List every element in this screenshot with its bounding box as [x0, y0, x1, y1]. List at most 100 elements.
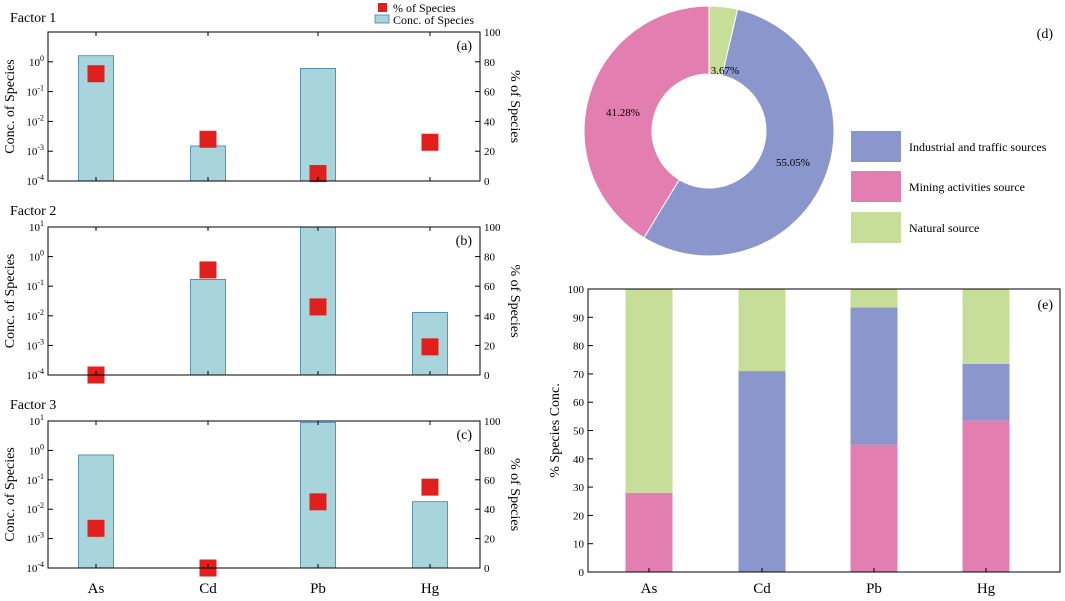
- legend-label-percent: % of Species: [393, 1, 456, 15]
- y-tick-label: 100: [568, 284, 585, 296]
- stacked-bar-Hg-2: [962, 289, 1010, 364]
- y-axis-label: Conc. of Species: [3, 59, 18, 153]
- stacked-bar-Hg-0: [962, 420, 1010, 572]
- percent-marker-As: [87, 519, 105, 537]
- y-tick-label: 70: [573, 369, 585, 381]
- y2-tick-label: 40: [484, 116, 496, 128]
- y-tick-label: 10-3: [26, 143, 44, 158]
- donut-slice-1: [583, 5, 710, 239]
- donut-label-mining: 41.28%: [606, 107, 640, 119]
- y-axis-label: % Species Conc.: [548, 383, 563, 477]
- factor-panel-a: 0 20 40 60 80 100 Conc. of Species % of Species…: [3, 11, 522, 188]
- stacked-bar-Cd-2: [738, 289, 786, 372]
- y-tick-label: 30: [573, 482, 585, 494]
- legend-label-1: Mining activities source: [909, 180, 1025, 194]
- legend-marker-conc: [374, 14, 390, 24]
- percent-marker-As: [87, 65, 105, 83]
- x-tick-label: Cd: [753, 581, 771, 597]
- legend-swatch-1: [851, 171, 901, 202]
- stacked-bar-Cd-1: [738, 371, 786, 572]
- panel-tag: (d): [1037, 27, 1054, 42]
- y2-tick-label: 40: [484, 311, 496, 323]
- y2-axis-label: % of Species: [507, 458, 522, 531]
- factor-panel-b: 0 20 40 60 80 100 Conc. of Species % of Species…: [3, 204, 522, 384]
- panel-tag: (b): [456, 234, 473, 249]
- conc-bar-Pb: [300, 68, 336, 182]
- y2-tick-label: 80: [484, 252, 496, 264]
- donut-slice-0: [643, 8, 835, 257]
- x-tick-label: As: [641, 581, 658, 597]
- y-tick-label: 60: [573, 397, 585, 409]
- percent-marker-Hg: [421, 338, 439, 356]
- y2-tick-label: 40: [484, 504, 496, 516]
- factor-title: Factor 2: [10, 204, 56, 219]
- plot-frame: [47, 226, 481, 376]
- percent-marker-Hg: [421, 478, 439, 496]
- donut-slice-2: [708, 5, 739, 77]
- percent-marker-Hg: [421, 133, 439, 151]
- stacked-bar-Pb-2: [850, 289, 898, 308]
- percent-marker-Pb: [309, 298, 327, 316]
- y2-tick-label: 60: [484, 281, 496, 293]
- percent-marker-Pb: [309, 493, 327, 511]
- y-tick-label: 100: [29, 54, 44, 69]
- donut-label-industrial: 55.05%: [776, 157, 810, 169]
- stacked-panel-e: 0 10 20 30 40 50 60 70 80 90 100 As Cd Pb Hg % Species …: [548, 284, 1061, 597]
- panel-tag: (c): [456, 428, 472, 443]
- x-tick-label: Hg: [977, 581, 996, 597]
- y-tick-label: 101: [29, 219, 44, 234]
- y2-tick-label: 100: [484, 27, 501, 39]
- y-tick-label: 10-2: [26, 113, 44, 128]
- y-tick-label: 10-3: [26, 337, 44, 352]
- stacked-bar-As-0: [625, 492, 673, 572]
- legend-label-conc: Conc. of Species: [393, 13, 474, 27]
- stacked-bar-Pb-0: [850, 444, 898, 572]
- y2-tick-label: 60: [484, 475, 496, 487]
- y-tick-label: 20: [573, 510, 585, 522]
- y-tick-label: 0: [579, 567, 585, 579]
- y-tick-label: 50: [573, 426, 585, 438]
- plot-frame: [47, 420, 481, 569]
- y-tick-label: 100: [29, 249, 44, 264]
- y-tick-label: 100: [29, 442, 44, 457]
- y2-axis-label: % of Species: [507, 70, 522, 143]
- y2-tick-label: 100: [484, 222, 501, 234]
- factor-title: Factor 3: [10, 398, 56, 413]
- y-axis-label: Conc. of Species: [3, 254, 18, 348]
- x-tick-label: Hg: [421, 581, 440, 597]
- y2-tick-label: 20: [484, 340, 496, 352]
- y2-tick-label: 0: [484, 176, 490, 188]
- stacked-bar-Pb-1: [850, 307, 898, 445]
- x-tick-label: As: [88, 581, 105, 597]
- conc-bar-As: [78, 454, 114, 569]
- x-tick-label: Pb: [310, 581, 326, 597]
- y2-tick-label: 60: [484, 87, 496, 99]
- donut-label-natural: 3.67%: [711, 65, 739, 77]
- y-tick-label: 10-4: [26, 173, 44, 188]
- conc-bar-Cd: [190, 145, 226, 182]
- y-tick-label: 10-2: [26, 308, 44, 323]
- y2-tick-label: 0: [484, 563, 490, 575]
- stacked-bar-As-2: [625, 289, 673, 493]
- y-tick-label: 10-1: [26, 84, 44, 99]
- y-tick-label: 10-1: [26, 278, 44, 293]
- legend-label-0: Industrial and traffic sources: [909, 140, 1047, 154]
- legend-swatch-2: [851, 212, 901, 243]
- y-tick-label: 90: [573, 312, 585, 324]
- y2-tick-label: 80: [484, 57, 496, 69]
- y-tick-label: 10-1: [26, 472, 44, 487]
- y2-tick-label: 80: [484, 445, 496, 457]
- y-tick-label: 80: [573, 341, 585, 353]
- stacked-bar-Hg-1: [962, 363, 1010, 421]
- y2-tick-label: 0: [484, 370, 490, 382]
- y-tick-label: 40: [573, 454, 585, 466]
- percent-marker-Pb: [309, 165, 327, 183]
- factor-title: Factor 1: [10, 11, 56, 26]
- panel-tag: (a): [456, 39, 472, 54]
- y-tick-label: 10-3: [26, 531, 44, 546]
- y-axis-label: Conc. of Species: [3, 447, 18, 541]
- y-tick-label: 10-2: [26, 501, 44, 516]
- x-tick-label: Cd: [199, 581, 217, 597]
